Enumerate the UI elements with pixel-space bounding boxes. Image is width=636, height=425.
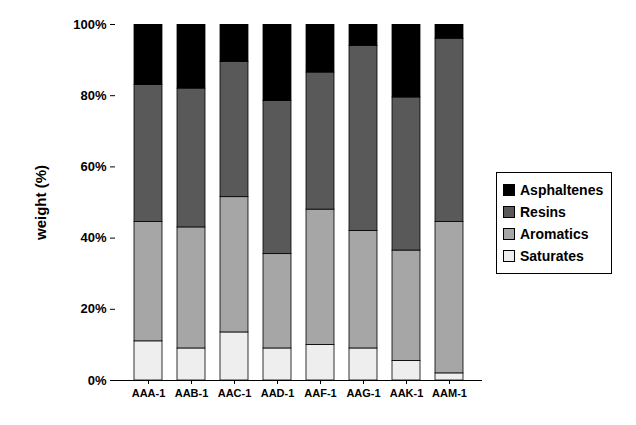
svg-text:AAG-1: AAG-1 [346,387,380,399]
svg-text:AAK-1: AAK-1 [390,387,424,399]
svg-text:20%: 20% [80,301,106,316]
html-text:Saturates: Saturates [520,248,584,264]
svg-text:80%: 80% [80,88,106,103]
svg-text:40%: 40% [80,230,106,245]
svg-text:AAM-1: AAM-1 [432,387,467,399]
svg-text:60%: 60% [80,159,106,174]
svg-text:weight (%): weight (%) [32,165,49,241]
svg-text:AAD-1: AAD-1 [261,387,295,399]
html-text:Resins: Resins [520,204,566,220]
svg-text:0%: 0% [88,373,107,388]
svg-text:AAA-1: AAA-1 [132,387,166,399]
svg-text:AAC-1: AAC-1 [218,387,252,399]
svg-text:AAF-1: AAF-1 [304,387,336,399]
html-text:Aromatics: Aromatics [520,226,589,242]
svg-text:100%: 100% [73,17,107,32]
svg-text:AAB-1: AAB-1 [175,387,209,399]
html-text:Asphaltenes: Asphaltenes [520,182,604,198]
